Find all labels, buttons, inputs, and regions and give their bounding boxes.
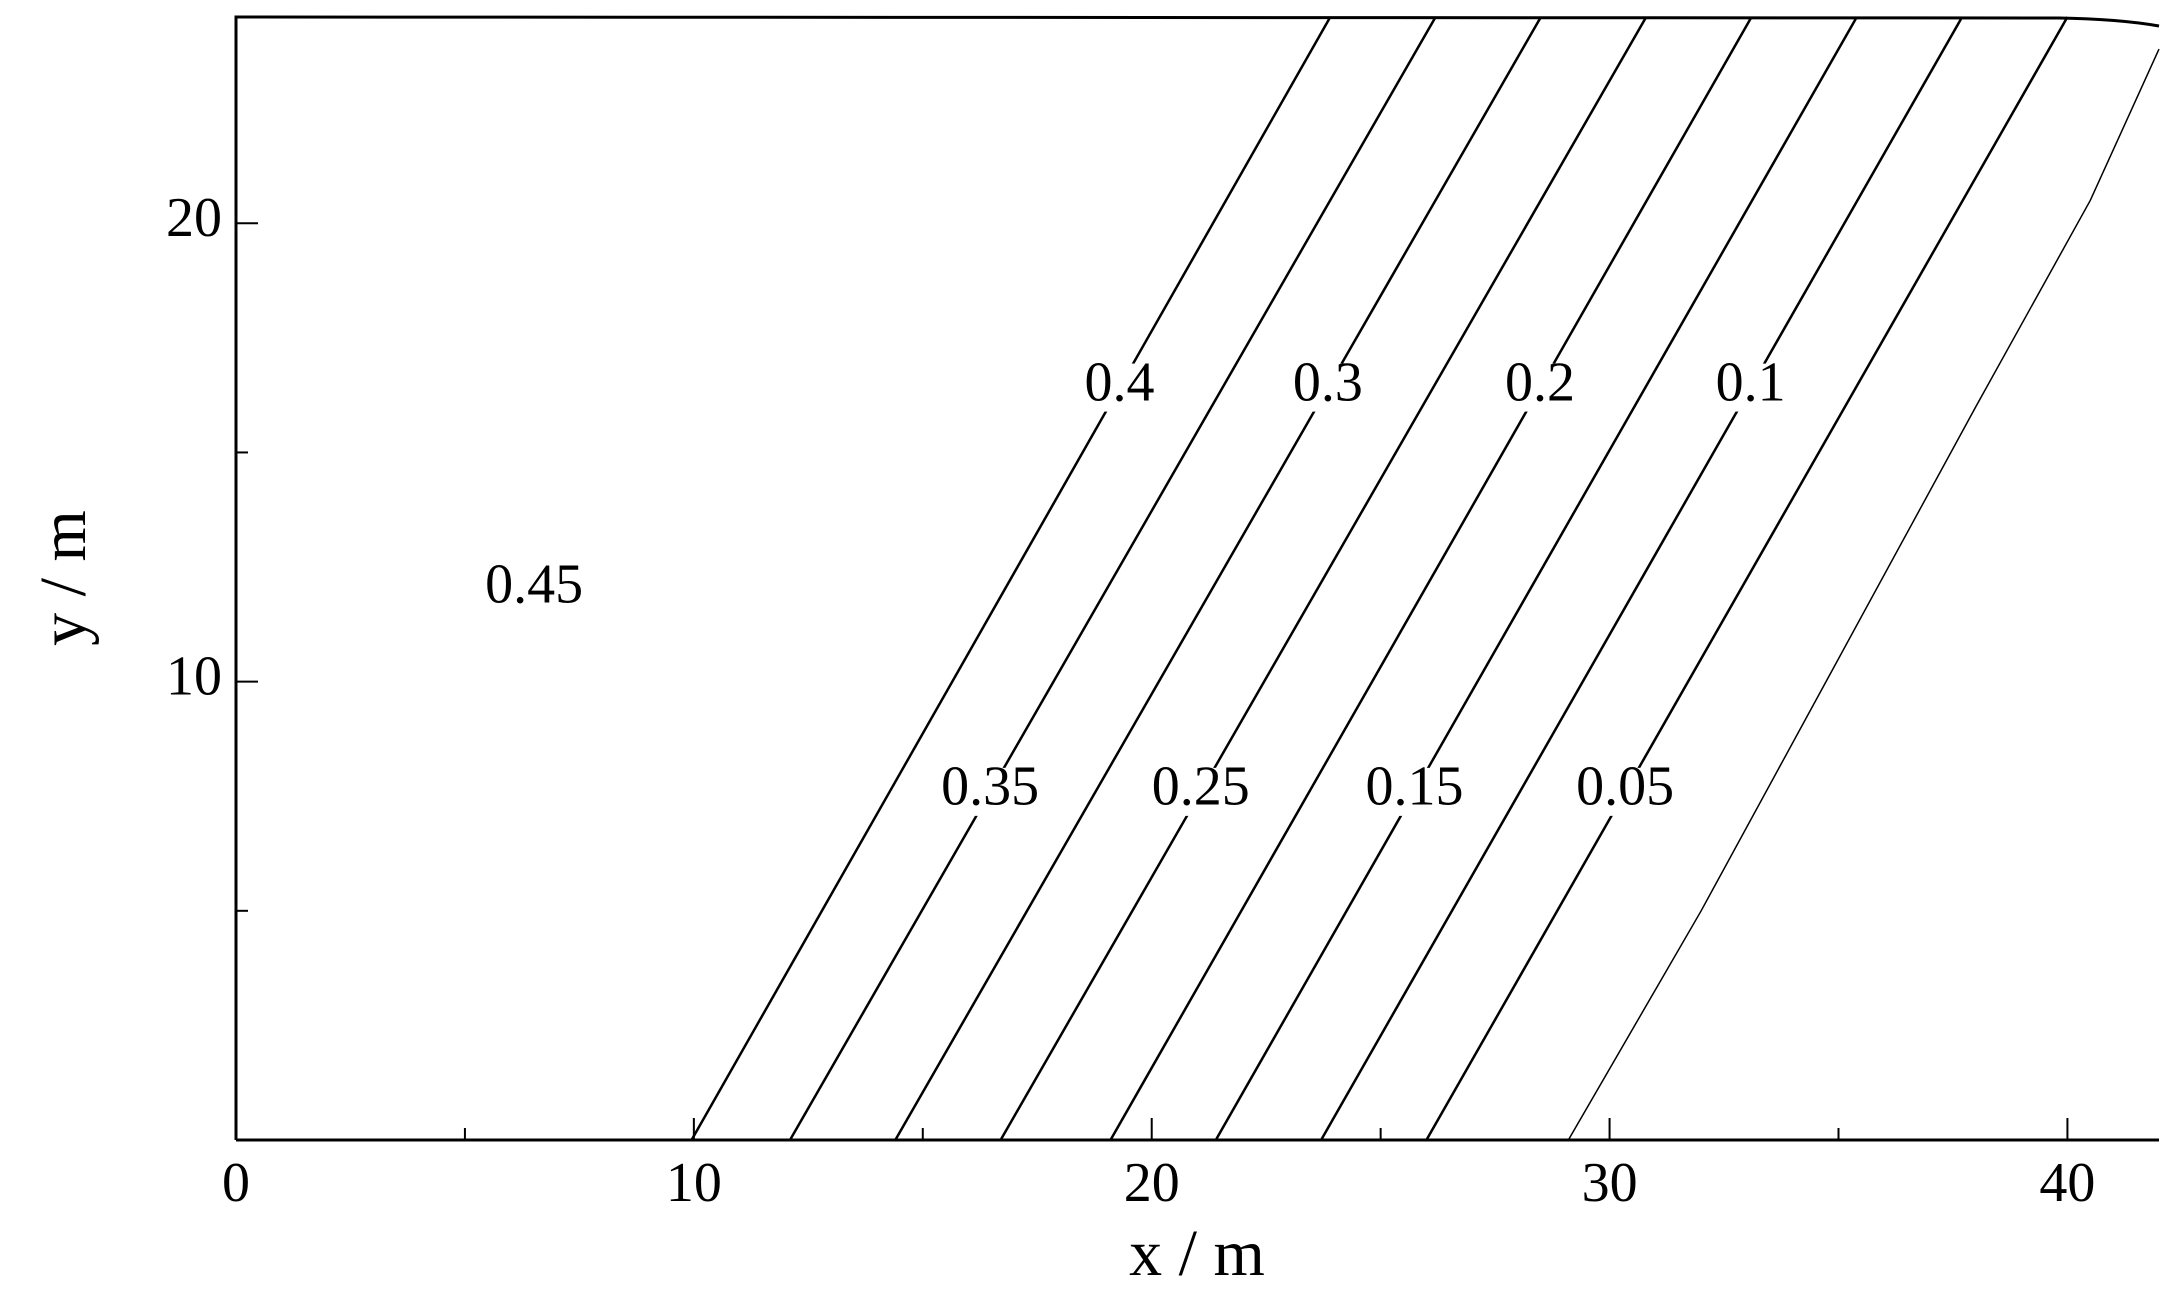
x-tick-label: 0 (222, 1152, 250, 1214)
contour-label: 0.35 (941, 756, 1039, 818)
contour-label-bg (1698, 363, 1803, 412)
contour-label: 0.25 (1152, 756, 1250, 818)
contour-line (999, 16, 1648, 1141)
x-tick-label: 40 (2039, 1152, 2095, 1214)
contour-line (1567, 48, 2160, 1141)
contour-label: 0.3 (1293, 351, 1363, 413)
contour-label: 0.1 (1716, 351, 1786, 413)
contour-line (894, 16, 1542, 1141)
contour-label-bg (1487, 363, 1592, 412)
contour-label-bg (1148, 767, 1253, 816)
contour-label-bg (1573, 767, 1678, 816)
contour-label-bg (1067, 363, 1172, 412)
y-tick-label: 20 (166, 187, 222, 249)
contour-label: 0.05 (1576, 756, 1674, 818)
contour-label: 0.15 (1366, 756, 1464, 818)
x-tick-label: 20 (1124, 1152, 1180, 1214)
contour-label: 0.4 (1085, 351, 1155, 413)
contour-line (1214, 16, 1858, 1141)
y-tick-label: 10 (166, 645, 222, 707)
contour-line (1109, 16, 1753, 1141)
x-axis-label: x / m (1129, 1217, 1265, 1290)
contour-label-bg (938, 767, 1043, 816)
contour-label-bg (1275, 363, 1380, 412)
y-axis-label: y / m (27, 510, 100, 646)
x-tick-label: 10 (666, 1152, 722, 1214)
contour-line (788, 16, 1437, 1141)
x-tick-label: 30 (1582, 1152, 1638, 1214)
contour-label-bg (1362, 767, 1467, 816)
contour-line (1425, 16, 2069, 1141)
contour-label: 0.2 (1505, 351, 1575, 413)
contour-line (1320, 16, 1964, 1141)
contour-line (690, 16, 1332, 1141)
region-label: 0.45 (485, 554, 583, 616)
